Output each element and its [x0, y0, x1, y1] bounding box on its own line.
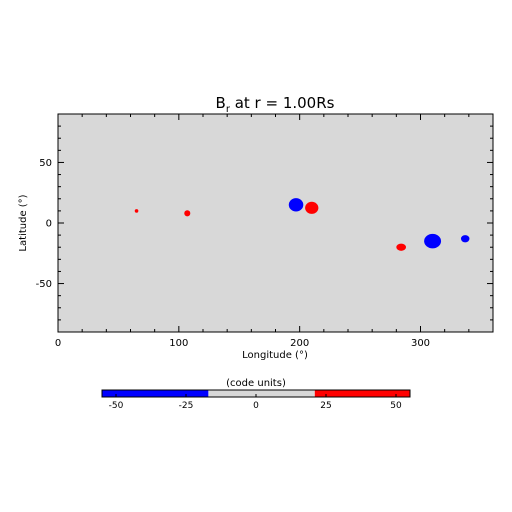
x-tick-label: 200 [290, 338, 309, 349]
y-tick-label: -50 [36, 279, 52, 290]
magnetic-features [134, 198, 470, 251]
x-tick-label: 0 [55, 338, 61, 349]
plot-background [58, 114, 493, 332]
feature-negative-2 [288, 198, 304, 212]
colorbar: (code units) -50 -25 0 25 50 [101, 378, 411, 411]
y-tick-label: 0 [46, 219, 52, 230]
colorbar-tick-label: -50 [109, 401, 124, 411]
feature-positive-1 [184, 210, 191, 217]
plot-area: 0 100 200 300 -50 0 50 [36, 113, 494, 349]
x-tick-label: 300 [411, 338, 430, 349]
colorbar-ticks: -50 -25 0 25 50 [109, 394, 402, 411]
y-axis-label: Latitude (°) [18, 194, 29, 251]
feature-positive-3 [305, 201, 319, 214]
y-axis-ticks: -50 0 50 [36, 158, 493, 290]
colorbar-tick-label: 50 [390, 401, 402, 411]
feature-negative-6 [460, 235, 470, 243]
chart-title: Br at r = 1.00Rs [216, 94, 335, 115]
colorbar-segment-1 [208, 390, 315, 397]
colorbar-tick-label: 0 [253, 401, 259, 411]
feature-negative-5 [424, 233, 442, 249]
colorbar-tick-label: 25 [320, 401, 331, 411]
colorbar-segment-2 [314, 390, 410, 397]
y-tick-label: 50 [39, 158, 52, 169]
x-tick-label: 100 [169, 338, 188, 349]
colorbar-segment-0 [102, 390, 209, 397]
colorbar-tick-label: -25 [179, 401, 194, 411]
x-axis-label: Longitude (°) [242, 350, 308, 361]
feature-positive-4 [396, 243, 406, 251]
feature-positive-0 [134, 209, 139, 213]
colorbar-label: (code units) [226, 378, 286, 389]
plot-frame [57, 113, 494, 333]
colorbar-segments [102, 390, 410, 397]
